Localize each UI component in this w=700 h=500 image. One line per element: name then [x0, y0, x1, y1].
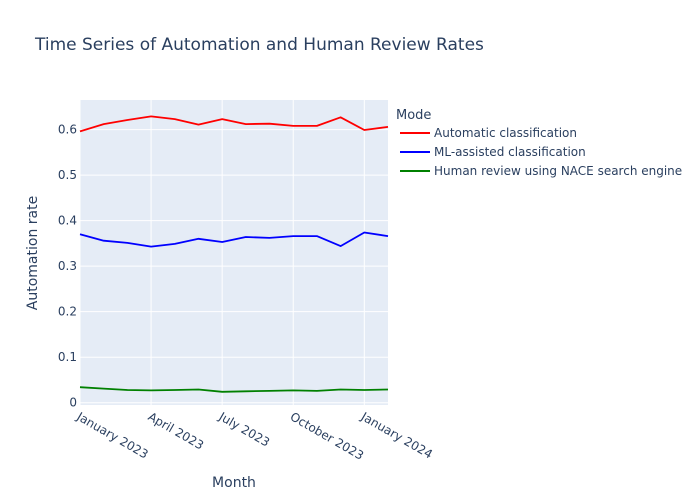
x-axis-title: Month	[212, 475, 256, 491]
y-axis-title: Automation rate	[25, 196, 41, 310]
y-tick-label: 0.1	[58, 350, 77, 364]
y-tick-label: 0.6	[58, 123, 77, 137]
x-tick-label: January 2023	[74, 409, 151, 462]
y-tick-label: 0	[69, 396, 77, 410]
series-lines	[79, 115, 389, 393]
series-line-0	[79, 115, 389, 133]
series-line-1	[79, 231, 389, 248]
legend-title: Mode	[396, 108, 431, 123]
series-line-2	[79, 386, 389, 393]
x-tick-label: April 2023	[146, 409, 207, 452]
y-axis-ticks: 0 0.1 0.2 0.3 0.4 0.5 0.6	[58, 123, 77, 410]
legend-label: Human review using NACE search engine	[434, 164, 682, 178]
legend-label: Automatic classification	[434, 126, 577, 140]
y-tick-label: 0.5	[58, 168, 77, 182]
grid	[79, 100, 388, 405]
legend-label: ML-assisted classification	[434, 145, 586, 159]
plot-area	[80, 100, 388, 405]
x-tick-label: July 2023	[216, 409, 272, 450]
y-tick-label: 0.3	[58, 259, 77, 273]
legend: Mode Automatic classification ML-assisted…	[396, 108, 682, 178]
chart-title: Time Series of Automation and Human Revi…	[34, 35, 484, 55]
y-tick-label: 0.4	[58, 214, 77, 228]
y-tick-label: 0.2	[58, 305, 77, 319]
x-tick-label: January 2024	[358, 409, 435, 462]
x-tick-label: October 2023	[288, 409, 366, 462]
